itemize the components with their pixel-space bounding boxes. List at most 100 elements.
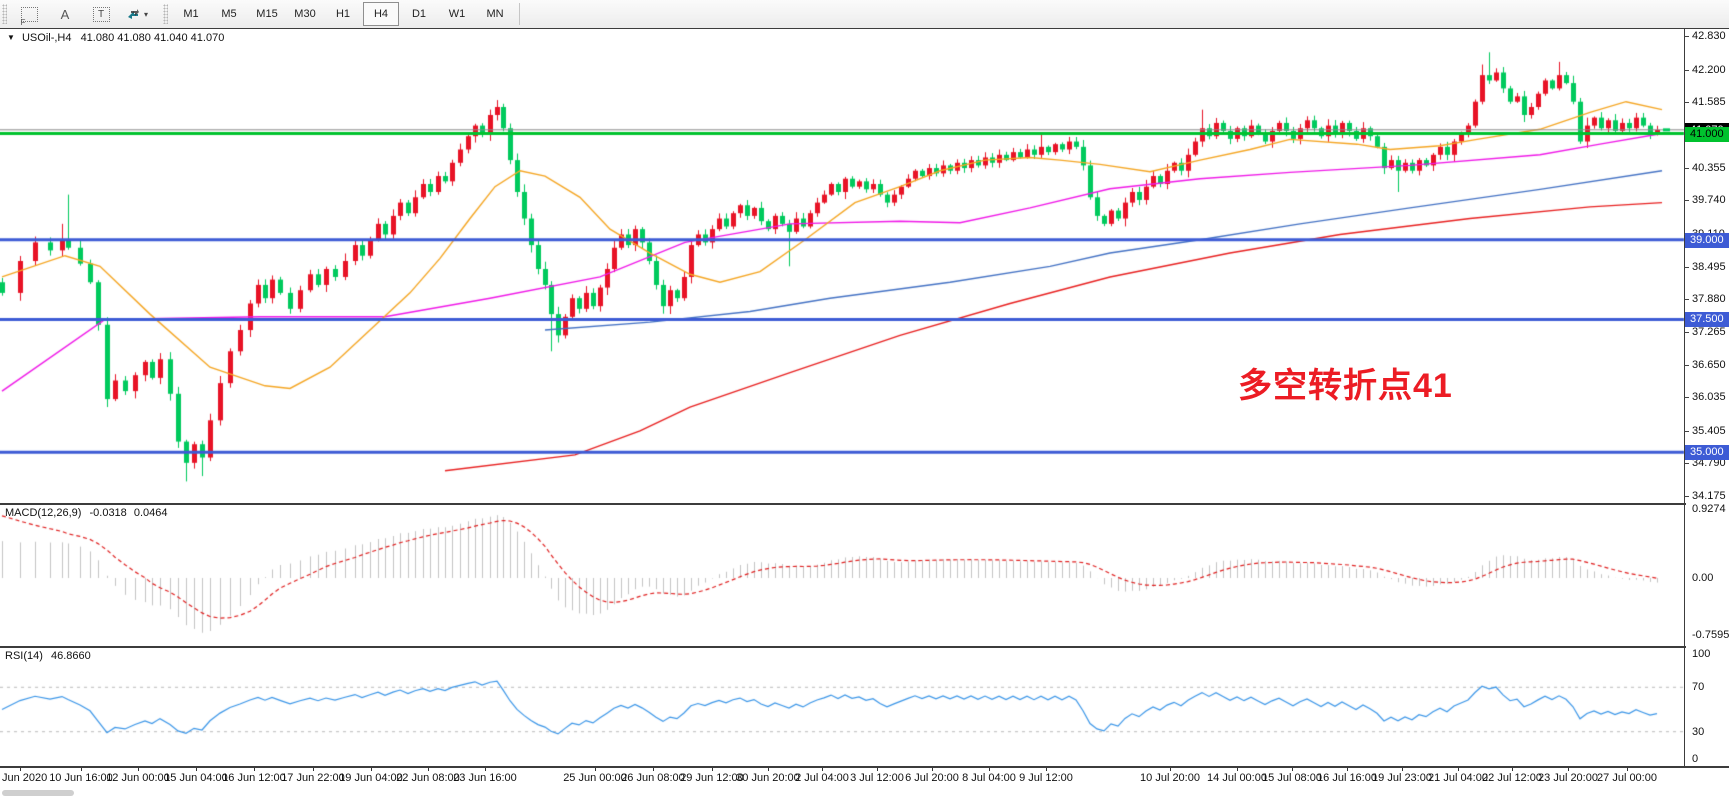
price-tick-label: 36.650 — [1692, 359, 1726, 371]
price-tick-label: 34.175 — [1692, 490, 1726, 502]
price-tick-dash — [1684, 496, 1689, 497]
time-tick-label: 9 Jul 12:00 — [1019, 772, 1073, 784]
time-tick-dash — [1627, 766, 1628, 771]
price-tick-label: 40.355 — [1692, 162, 1726, 174]
price-tick-dash — [1684, 168, 1689, 169]
time-tick-dash — [20, 766, 21, 771]
time-tick-dash — [254, 766, 255, 771]
rsi-axis-label: 70 — [1692, 681, 1705, 693]
macd-main-value: -0.0318 — [89, 507, 127, 519]
time-tick-dash — [768, 766, 769, 771]
ohlc-values: 41.080 41.080 41.040 41.070 — [80, 32, 225, 44]
time-tick-label: 3 Jul 12:00 — [850, 772, 904, 784]
price-tick-label: 38.495 — [1692, 261, 1726, 273]
time-tick-dash — [877, 766, 878, 771]
macd-header: MACD(12,26,9) -0.0318 0.0464 — [5, 507, 168, 519]
macd-rsi-separator[interactable] — [0, 646, 1686, 648]
time-tick-label: 15 Jun 04:00 — [164, 772, 228, 784]
time-tick-dash — [1568, 766, 1569, 771]
symbol-header: ▼ USOil-,H4 41.080 41.080 41.040 41.070 — [7, 32, 224, 44]
time-tick-dash — [932, 766, 933, 771]
time-tick-label: 16 Jul 16:00 — [1317, 772, 1377, 784]
rsi-header: RSI(14) 46.8660 — [5, 650, 91, 662]
time-tick-dash — [1046, 766, 1047, 771]
time-tick-dash — [485, 766, 486, 771]
time-tick-dash — [712, 766, 713, 771]
time-tick-label: 16 Jun 12:00 — [222, 772, 286, 784]
time-tick-dash — [595, 766, 596, 771]
chart-top-border — [0, 28, 1729, 29]
time-tick-dash — [989, 766, 990, 771]
time-tick-label: 22 Jun 08:00 — [396, 772, 460, 784]
price-tick-label: 37.265 — [1692, 326, 1726, 338]
time-tick-label: 15 Jul 08:00 — [1262, 772, 1322, 784]
price-tick-dash — [1684, 36, 1689, 37]
macd-label: MACD(12,26,9) — [5, 507, 82, 519]
level-39-badge: 39.000 — [1685, 233, 1729, 248]
collapse-arrow-icon[interactable]: ▼ — [7, 33, 15, 42]
rsi-axis-label: 30 — [1692, 726, 1705, 738]
price-tick-dash — [1684, 70, 1689, 71]
main-macd-separator[interactable] — [0, 503, 1686, 505]
time-tick-dash — [196, 766, 197, 771]
macd-signal-value: 0.0464 — [133, 507, 168, 519]
level-41-badge: 41.000 — [1685, 127, 1729, 142]
time-tick-label: 30 Jun 20:00 — [736, 772, 800, 784]
time-tick-label: 10 Jun 16:00 — [49, 772, 113, 784]
time-tick-label: 25 Jun 00:00 — [563, 772, 627, 784]
rsi-label: RSI(14) — [5, 650, 43, 662]
macd-axis-label: -0.7595 — [1692, 629, 1729, 641]
time-tick-label: 6 Jul 20:00 — [905, 772, 959, 784]
price-tick-dash — [1684, 267, 1689, 268]
time-tick-dash — [1170, 766, 1171, 771]
macd-axis-label: 0.9274 — [1692, 503, 1726, 515]
price-tick-label: 37.880 — [1692, 293, 1726, 305]
price-tick-label: 36.035 — [1692, 391, 1726, 403]
price-tick-dash — [1684, 397, 1689, 398]
price-tick-label: 42.830 — [1692, 30, 1726, 42]
price-tick-dash — [1684, 102, 1689, 103]
time-tick-dash — [1237, 766, 1238, 771]
time-tick-label: 23 Jun 16:00 — [453, 772, 517, 784]
time-tick-dash — [653, 766, 654, 771]
rsi-value: 46.8660 — [50, 650, 91, 662]
time-tick-label: 2 Jul 04:00 — [795, 772, 849, 784]
time-tick-dash — [81, 766, 82, 771]
time-tick-dash — [313, 766, 314, 771]
time-tick-label: 23 Jul 20:00 — [1538, 772, 1598, 784]
time-tick-dash — [822, 766, 823, 771]
time-tick-label: 14 Jul 00:00 — [1207, 772, 1267, 784]
macd-axis-label: 0.00 — [1692, 572, 1714, 584]
rsi-bottom-border — [0, 766, 1729, 768]
price-tick-label: 34.790 — [1692, 457, 1726, 469]
price-tick-label: 39.740 — [1692, 194, 1726, 206]
price-tick-dash — [1684, 200, 1689, 201]
rsi-axis-label: 0 — [1692, 753, 1699, 765]
time-tick-dash — [138, 766, 139, 771]
time-tick-label: 12 Jun 00:00 — [106, 772, 170, 784]
horizontal-scrollbar-thumb[interactable] — [2, 790, 74, 796]
time-tick-dash — [1347, 766, 1348, 771]
symbol-period-label: USOil-,H4 — [21, 32, 72, 44]
time-tick-label: 19 Jun 04:00 — [339, 772, 403, 784]
time-tick-label: 27 Jul 00:00 — [1597, 772, 1657, 784]
time-tick-label: 26 Jun 08:00 — [621, 772, 685, 784]
time-tick-label: 10 Jul 20:00 — [1140, 772, 1200, 784]
chart-annotation-text: 多空转折点41 — [1238, 367, 1453, 405]
time-tick-label: 9 Jun 2020 — [0, 772, 48, 784]
time-tick-dash — [371, 766, 372, 771]
time-tick-label: 29 Jun 12:00 — [680, 772, 744, 784]
price-tick-dash — [1684, 332, 1689, 333]
time-tick-dash — [428, 766, 429, 771]
price-tick-label: 41.585 — [1692, 96, 1726, 108]
level-35-badge: 35.000 — [1685, 445, 1729, 460]
price-tick-dash — [1684, 431, 1689, 432]
price-tick-dash — [1684, 365, 1689, 366]
time-tick-label: 22 Jul 12:00 — [1482, 772, 1542, 784]
time-tick-dash — [1402, 766, 1403, 771]
price-tick-label: 42.200 — [1692, 64, 1726, 76]
price-tick-dash — [1684, 463, 1689, 464]
time-tick-label: 8 Jul 04:00 — [962, 772, 1016, 784]
